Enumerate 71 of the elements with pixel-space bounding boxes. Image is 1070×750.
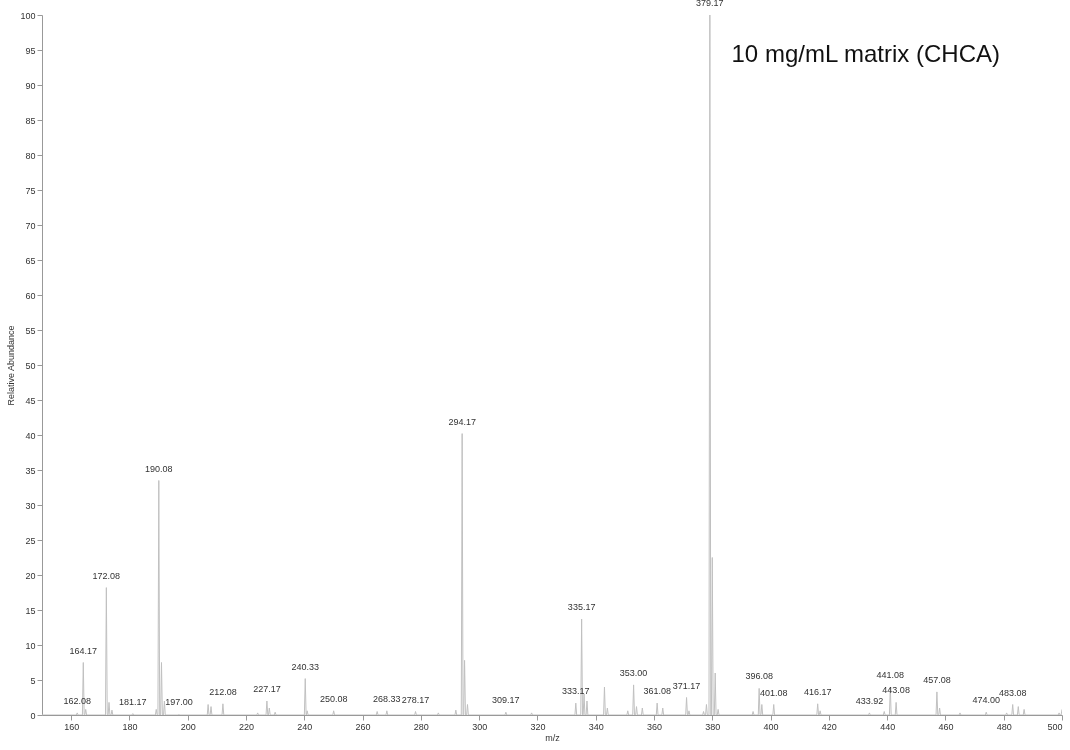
y-tick-label: 10 [25, 640, 36, 651]
y-tick-label: 20 [25, 570, 36, 581]
x-tick-label: 180 [122, 721, 138, 732]
y-tick-label: 0 [30, 710, 36, 721]
x-tick-label: 360 [646, 721, 663, 732]
annotation: 371.17 [672, 680, 701, 691]
y-tick-label: 90 [25, 80, 36, 91]
annotation: 396.08 [745, 671, 773, 682]
y-tick-label: 100 [20, 10, 36, 21]
annotation: 457.08 [923, 674, 951, 685]
annotation: 474.00 [972, 695, 1000, 706]
y-tick-label: 60 [25, 290, 36, 301]
x-tick-label: 300 [472, 721, 488, 732]
annotation: 190.08 [145, 463, 173, 474]
annotation: 379.17 [696, 0, 724, 8]
y-tick-label: 95 [25, 45, 36, 56]
annotation: 268.33 [373, 693, 401, 704]
annotation: 294.17 [448, 416, 476, 427]
annotation: 250.08 [319, 693, 348, 704]
x-tick-label: 220 [238, 721, 255, 732]
y-tick-label: 50 [25, 360, 36, 371]
x-tick-label: 440 [880, 721, 896, 732]
y-tick-label: 25 [25, 535, 36, 546]
y-axis-title: Relative Abundance [6, 325, 17, 406]
y-tick-label: 70 [25, 220, 36, 231]
y-tick-label: 40 [25, 430, 36, 441]
y-tick-label: 85 [25, 115, 36, 126]
annotation: 10 mg/mL matrix (CHCA) [731, 40, 1000, 67]
x-tick-label: 480 [996, 721, 1012, 732]
x-tick-label: 200 [180, 721, 196, 732]
annotation: 333.17 [562, 686, 590, 697]
annotation: 309.17 [492, 695, 520, 706]
y-tick-label: 35 [25, 465, 36, 476]
annotation: 212.08 [209, 686, 237, 697]
x-tick-label: 320 [530, 721, 546, 732]
x-tick-label: 380 [705, 721, 721, 732]
annotation: 335.17 [567, 602, 596, 613]
x-tick-label: 500 [1047, 721, 1063, 732]
x-tick-label: 460 [938, 721, 954, 732]
x-tick-label: 280 [413, 721, 429, 732]
x-tick-label: 160 [64, 721, 80, 732]
annotation: 416.17 [803, 686, 832, 697]
y-tick-label: 55 [25, 325, 36, 336]
y-tick-label: 65 [25, 255, 36, 266]
annotation: 278.17 [401, 694, 430, 705]
x-tick-label: 400 [763, 721, 779, 732]
annotation: 181.17 [119, 696, 147, 707]
x-tick-label: 240 [297, 721, 313, 732]
annotation: 441.08 [876, 670, 905, 680]
annotation: 361.08 [643, 686, 671, 697]
annotation: 401.08 [759, 687, 788, 698]
x-axis-title: m/z [545, 732, 561, 743]
x-tick-label: 340 [588, 721, 604, 732]
annotation: 164.17 [69, 645, 98, 656]
annotation: 483.08 [998, 687, 1027, 698]
annotation: 433.92 [855, 695, 884, 706]
y-tick-label: 30 [25, 500, 36, 511]
x-tick-label: 260 [355, 721, 371, 732]
annotation: 353.00 [619, 667, 648, 678]
y-tick-label: 45 [25, 395, 36, 406]
annotation: 197.00 [165, 697, 193, 708]
y-tick-label: 15 [25, 605, 36, 616]
y-tick-label: 75 [25, 185, 36, 196]
x-tick-label: 420 [821, 721, 837, 732]
annotation: 240.33 [291, 661, 320, 672]
annotation: 227.17 [253, 684, 281, 694]
annotation: 162.08 [63, 695, 91, 706]
annotation: 172.08 [92, 570, 121, 581]
y-tick-label: 80 [25, 150, 36, 161]
y-tick-label: 5 [30, 675, 36, 686]
annotation: 443.08 [882, 685, 910, 696]
